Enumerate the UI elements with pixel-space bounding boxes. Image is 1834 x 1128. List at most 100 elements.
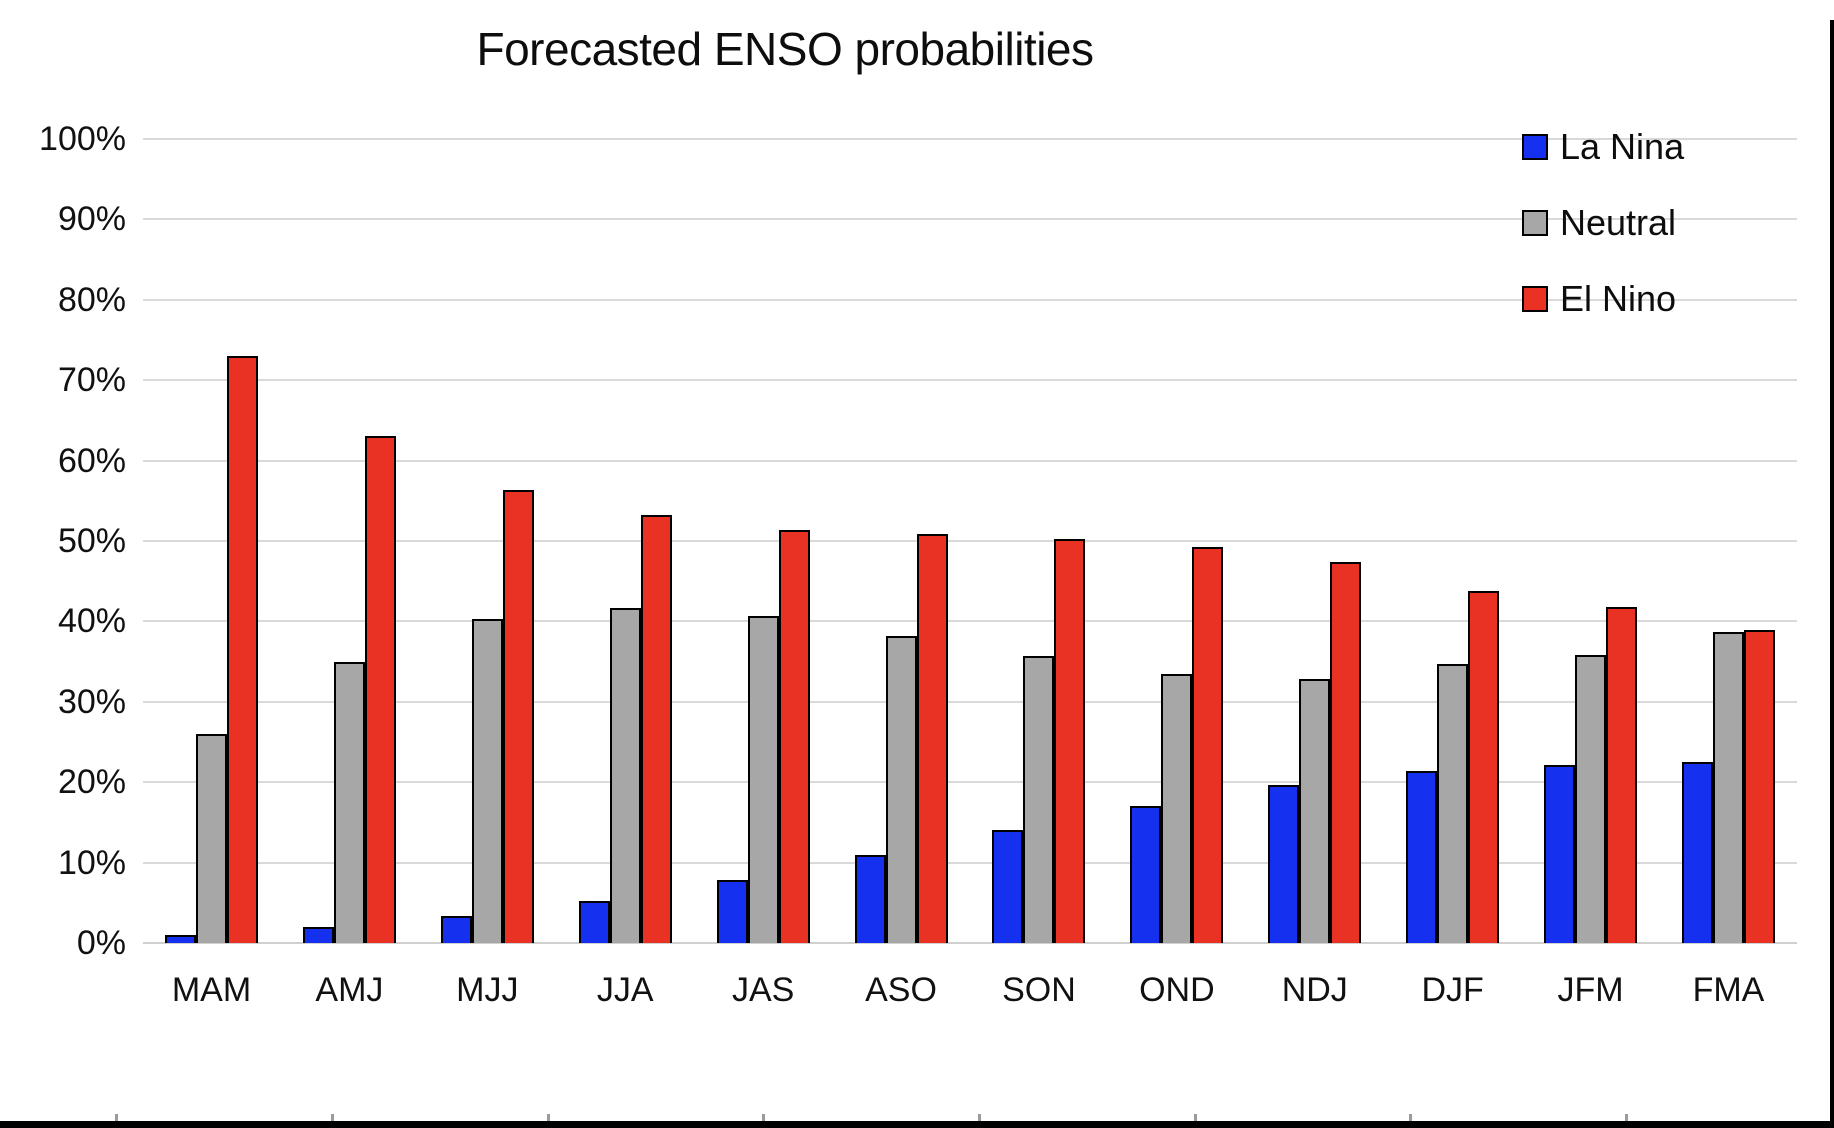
x-tick-label-amj: AMJ [315, 971, 384, 1009]
gridline [143, 218, 1797, 221]
bar-el-nino-jja [640, 515, 672, 943]
bar-group-ndj: NDJ [1268, 139, 1362, 1009]
bar-group-son: SON [992, 139, 1086, 1009]
bar-neutral-ond [1161, 673, 1193, 943]
bar-el-nino-son [1054, 539, 1086, 943]
bar-neutral-amj [333, 661, 365, 943]
bar-el-nino-mam [227, 356, 258, 943]
legend-item-la-nina: La Nina [1522, 121, 1684, 173]
legend-swatch-neutral [1522, 210, 1548, 236]
gridline [143, 298, 1797, 301]
bar-neutral-jja [609, 607, 641, 943]
x-tick-label-ond: OND [1139, 971, 1215, 1009]
y-tick-label-70pct: 70% [57, 361, 126, 400]
bar-group-aso: ASO [854, 139, 948, 1009]
bar-group-fma: FMA [1681, 139, 1775, 1009]
bar-groups: MAM AMJ MJJ JJA JAS ASO SON OND NDJ DJF JFM FMA [143, 139, 1797, 1009]
bar-group-djf: DJF [1406, 139, 1500, 1009]
legend-item-neutral: Neutral [1522, 197, 1676, 249]
bar-la-nina-jas [716, 880, 748, 943]
ruler-tick [1625, 1114, 1628, 1121]
y-tick-label-60pct: 60% [57, 441, 126, 480]
y-tick-label-50pct: 50% [57, 522, 126, 560]
gridline [143, 861, 1797, 864]
bar-group-ond: OND [1130, 139, 1224, 1009]
bar-la-nina-jfm [1544, 764, 1576, 943]
bar-el-nino-jfm [1606, 606, 1638, 943]
plot-area: MAM AMJ MJJ JJA JAS ASO SON OND NDJ DJF JFM FMA [143, 138, 1797, 1009]
x-tick-label-jfm: JFM [1557, 971, 1624, 1009]
bar-neutral-fma [1712, 631, 1744, 943]
y-tick-label-20pct: 20% [57, 763, 126, 802]
bar-la-nina-mjj [440, 916, 472, 943]
bar-neutral-mam [196, 733, 227, 943]
bar-la-nina-djf [1406, 770, 1438, 943]
x-tick-label-mjj: MJJ [456, 971, 519, 1009]
x-tick-label-aso: ASO [865, 971, 937, 1009]
legend-item-el-nino: El Nino [1522, 273, 1676, 325]
bar-group-mjj: MJJ [440, 139, 534, 1009]
ruler-tick [1194, 1114, 1197, 1121]
legend-label-el-nino: El Nino [1560, 278, 1677, 319]
legend-swatch-la-nina [1522, 134, 1548, 160]
x-axis-line [143, 942, 1797, 944]
x-tick-label-mam: MAM [171, 971, 252, 1009]
bar-la-nina-amj [302, 926, 334, 943]
gridline [143, 379, 1797, 382]
bar-la-nina-aso [854, 854, 886, 943]
bar-el-nino-djf [1468, 590, 1500, 943]
bar-group-amj: AMJ [302, 139, 396, 1009]
bar-neutral-ndj [1299, 679, 1331, 943]
ruler-tick [978, 1114, 981, 1121]
chart-title: Forecasted ENSO probabilities [476, 23, 1094, 75]
x-tick-label-son: SON [1002, 971, 1076, 1009]
bar-la-nina-ndj [1268, 785, 1300, 943]
y-tick-label-90pct: 90% [57, 200, 126, 239]
bar-la-nina-jja [578, 901, 610, 943]
bar-neutral-djf [1437, 664, 1469, 943]
gridline [143, 620, 1797, 623]
bar-neutral-son [1023, 655, 1055, 943]
x-tick-label-jas: JAS [731, 971, 795, 1009]
bar-el-nino-ndj [1330, 561, 1362, 943]
bar-la-nina-fma [1681, 762, 1713, 943]
y-tick-label-10pct: 10% [57, 843, 126, 882]
bar-el-nino-ond [1192, 546, 1224, 943]
right-window-edge [1830, 20, 1834, 1128]
bar-neutral-aso [885, 635, 917, 943]
bar-group-jfm: JFM [1544, 139, 1638, 1009]
gridline [143, 138, 1797, 140]
ruler-tick [547, 1114, 550, 1121]
legend-label-la-nina: La Nina [1560, 126, 1685, 167]
y-tick-label-80pct: 80% [57, 280, 126, 319]
bar-el-nino-fma [1743, 630, 1775, 943]
bar-neutral-mjj [471, 619, 503, 943]
ruler-tick [1409, 1114, 1412, 1121]
y-tick-label-0pct: 0% [76, 924, 126, 962]
y-tick-label-100pct: 100% [39, 120, 126, 158]
bottom-window-edge [0, 1121, 1834, 1128]
bar-el-nino-jas [778, 529, 810, 943]
x-tick-label-jja: JJA [596, 971, 654, 1009]
bar-el-nino-aso [916, 533, 948, 943]
ruler-tick [331, 1114, 334, 1121]
bar-el-nino-amj [364, 435, 396, 943]
bar-group-mam: MAM [165, 139, 258, 1009]
ruler-tick [762, 1114, 765, 1121]
x-tick-label-fma: FMA [1692, 971, 1765, 1009]
y-tick-label-30pct: 30% [57, 682, 126, 721]
gridline [143, 459, 1797, 462]
bar-neutral-jfm [1575, 655, 1607, 943]
bar-group-jja: JJA [578, 139, 672, 1009]
x-tick-label-ndj: NDJ [1281, 971, 1348, 1009]
bar-el-nino-mjj [502, 489, 534, 943]
ruler-tick [115, 1114, 118, 1121]
bar-la-nina-ond [1130, 805, 1162, 943]
bar-neutral-jas [747, 615, 779, 943]
legend-label-neutral: Neutral [1560, 202, 1677, 243]
legend-swatch-el-nino [1522, 286, 1548, 312]
bar-la-nina-son [992, 829, 1024, 943]
gridline [143, 700, 1797, 703]
y-tick-label-40pct: 40% [57, 602, 126, 641]
